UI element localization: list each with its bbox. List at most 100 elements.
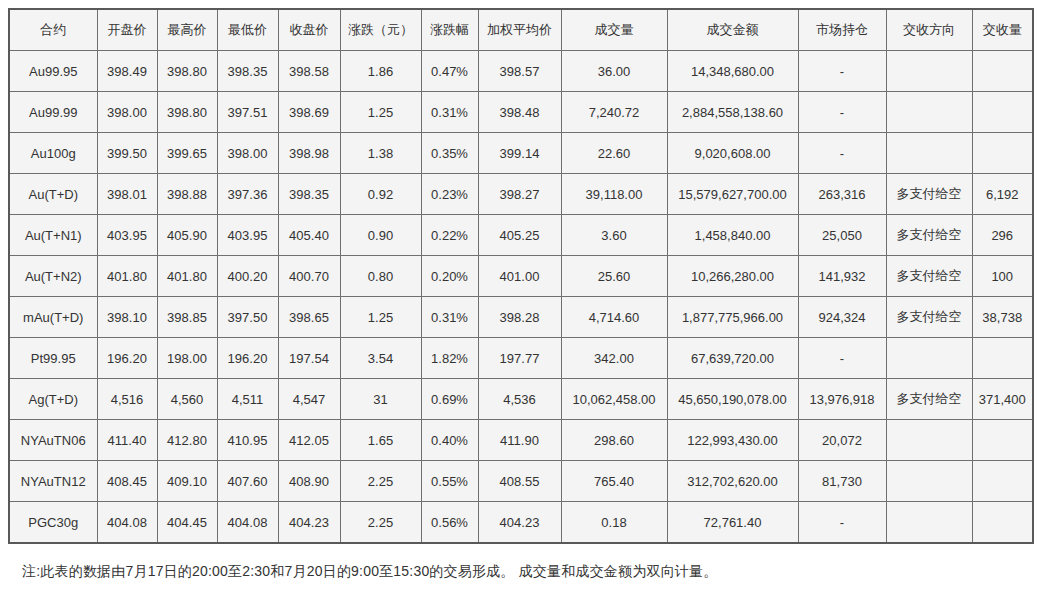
data-cell: 0.69% [421,379,478,420]
data-cell: 4,714.60 [561,297,667,338]
data-cell [886,92,972,133]
data-cell: 7,240.72 [561,92,667,133]
data-cell: 411.40 [97,420,157,461]
column-header-6: 涨跌（元） [340,9,421,51]
data-cell: 0.47% [421,51,478,92]
data-cell: 399.50 [97,133,157,174]
data-cell [886,461,972,502]
data-cell: 0.31% [421,92,478,133]
data-cell: 10,062,458.00 [561,379,667,420]
column-header-13: 交收量 [972,9,1033,51]
data-cell: 141,932 [798,256,886,297]
data-cell: 198.00 [157,338,217,379]
table-row: mAu(T+D)398.10398.85397.50398.651.250.31… [9,297,1033,338]
data-cell: 398.01 [97,174,157,215]
data-cell: 多支付给空 [886,215,972,256]
data-cell: 398.48 [478,92,561,133]
table-row: NYAuTN06411.40412.80410.95412.051.650.40… [9,420,1033,461]
data-cell: 401.00 [478,256,561,297]
data-cell: 25,050 [798,215,886,256]
data-cell: 81,730 [798,461,886,502]
column-header-3: 最高价 [157,9,217,51]
data-cell: 399.14 [478,133,561,174]
data-cell: 4,560 [157,379,217,420]
data-cell: 398.28 [478,297,561,338]
data-cell [972,51,1033,92]
data-cell: 1.25 [340,92,421,133]
data-cell: 196.20 [217,338,278,379]
data-cell: 1.65 [340,420,421,461]
data-cell: 15,579,627,700.00 [667,174,798,215]
data-cell: 397.36 [217,174,278,215]
data-cell: 22.60 [561,133,667,174]
data-cell: 1.25 [340,297,421,338]
data-cell: 38,738 [972,297,1033,338]
column-header-1: 合约 [9,9,97,51]
data-cell: 410.95 [217,420,278,461]
data-cell: 0.92 [340,174,421,215]
data-cell: 0.23% [421,174,478,215]
table-row: NYAuTN12408.45409.10407.60408.902.250.55… [9,461,1033,502]
data-cell: 3.60 [561,215,667,256]
table-row: Pt99.95196.20198.00196.20197.543.541.82%… [9,338,1033,379]
data-cell: 398.35 [217,51,278,92]
data-cell: 多支付给空 [886,297,972,338]
data-cell: 371,400 [972,379,1033,420]
data-cell: 2,884,558,138.60 [667,92,798,133]
data-cell: 39,118.00 [561,174,667,215]
data-cell: 405.40 [278,215,340,256]
data-cell: - [798,51,886,92]
contract-cell: mAu(T+D) [9,297,97,338]
contract-cell: Au100g [9,133,97,174]
data-cell: - [798,92,886,133]
data-cell: 13,976,918 [798,379,886,420]
contract-cell: NYAuTN06 [9,420,97,461]
data-cell: 312,702,620.00 [667,461,798,502]
data-cell: 408.55 [478,461,561,502]
column-header-4: 最低价 [217,9,278,51]
table-row: Au99.95398.49398.80398.35398.581.860.47%… [9,51,1033,92]
data-cell: 407.60 [217,461,278,502]
data-cell: 398.65 [278,297,340,338]
contract-cell: Au(T+N1) [9,215,97,256]
data-cell: 398.57 [478,51,561,92]
data-cell: - [798,133,886,174]
data-cell: 398.27 [478,174,561,215]
data-cell: 31 [340,379,421,420]
data-cell: 1,458,840.00 [667,215,798,256]
data-cell: 398.49 [97,51,157,92]
contract-cell: PGC30g [9,502,97,544]
data-cell: 398.10 [97,297,157,338]
column-header-8: 加权平均价 [478,9,561,51]
data-cell [972,338,1033,379]
data-cell [886,420,972,461]
data-cell: 400.20 [217,256,278,297]
data-cell: 405.90 [157,215,217,256]
column-header-9: 成交量 [561,9,667,51]
data-cell [972,461,1033,502]
header-row: 合约开盘价最高价最低价收盘价涨跌（元）涨跌幅加权平均价成交量成交金额市场持仓交收… [9,9,1033,51]
data-cell: 398.85 [157,297,217,338]
data-cell: 412.80 [157,420,217,461]
data-cell: 405.25 [478,215,561,256]
data-cell: 298.60 [561,420,667,461]
contract-cell: Au99.99 [9,92,97,133]
table-row: Ag(T+D)4,5164,5604,5114,547310.69%4,5361… [9,379,1033,420]
data-cell: 398.00 [97,92,157,133]
data-cell: 398.69 [278,92,340,133]
data-cell: 14,348,680.00 [667,51,798,92]
footnote: 注:此表的数据由7月17日的20:00至2:30和7月20日的9:00至15:3… [22,563,1032,581]
data-cell [886,133,972,174]
data-cell [972,420,1033,461]
data-cell: 398.88 [157,174,217,215]
data-cell: 25.60 [561,256,667,297]
data-cell [886,51,972,92]
data-cell: 0.18 [561,502,667,544]
data-cell: 404.45 [157,502,217,544]
data-cell: 404.23 [478,502,561,544]
data-cell: 197.54 [278,338,340,379]
data-cell: 296 [972,215,1033,256]
data-cell: 多支付给空 [886,174,972,215]
contract-cell: Au(T+N2) [9,256,97,297]
data-cell: 403.95 [217,215,278,256]
